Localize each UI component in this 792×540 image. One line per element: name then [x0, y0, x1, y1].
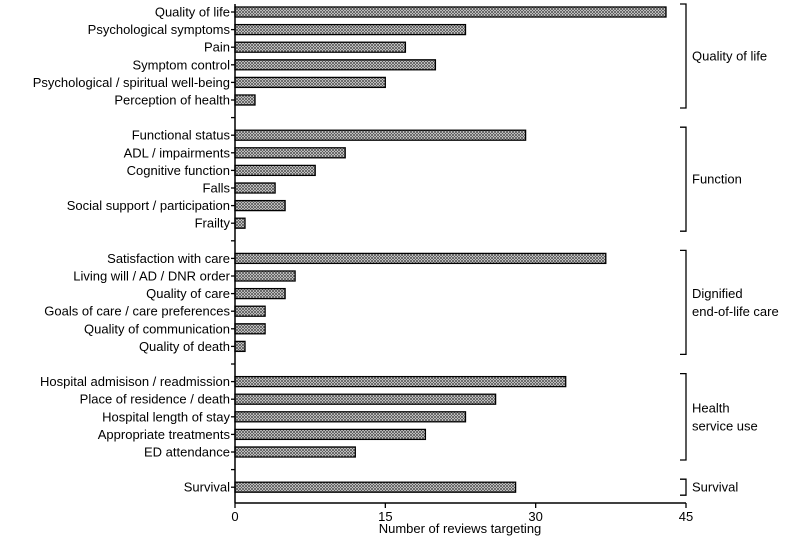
category-label: Appropriate treatments	[98, 427, 231, 442]
bar	[234, 23, 467, 36]
category-label: ED attendance	[144, 445, 230, 460]
bar	[234, 446, 356, 458]
category-label: Perception of health	[114, 93, 230, 108]
category-label: Frailty	[195, 216, 231, 231]
bar	[234, 411, 467, 423]
category-label: Functional status	[132, 128, 231, 143]
group-label: end-of-life care	[692, 304, 779, 319]
bar	[234, 323, 266, 335]
group-brackets: Quality of life Function Dignified end-of-l…	[680, 3, 779, 496]
group-label: Quality of life	[692, 49, 767, 64]
category-labels: Quality of life Psychological symptoms Pai…	[33, 5, 231, 495]
bar	[234, 129, 527, 141]
group-label: Survival	[692, 480, 738, 495]
category-label: Pain	[204, 40, 230, 55]
category-label: Hospital admisison / readmission	[40, 374, 230, 389]
bar	[234, 147, 346, 159]
category-label: Quality of life	[155, 5, 230, 20]
group-label: service use	[692, 418, 758, 433]
category-label: Place of residence / death	[80, 392, 230, 407]
bar	[234, 252, 607, 265]
bar	[234, 59, 437, 71]
category-label: Satisfaction with care	[107, 251, 230, 266]
bar	[234, 305, 266, 317]
bars-layer	[234, 6, 667, 493]
bar	[234, 6, 667, 18]
category-label: Symptom control	[132, 57, 230, 72]
x-tick-label: 15	[378, 509, 392, 524]
x-tick-label: 30	[528, 509, 542, 524]
x-axis-title: Number of reviews targeting	[379, 521, 542, 536]
bar	[234, 393, 497, 405]
category-label: Social support / participation	[67, 198, 230, 213]
group-label: Health	[692, 400, 730, 415]
category-label: Psychological / spiritual well-being	[33, 75, 230, 90]
category-label: Cognitive function	[127, 163, 230, 178]
category-label: Falls	[203, 181, 231, 196]
group-bracket	[680, 372, 687, 461]
category-label: Survival	[184, 480, 230, 495]
category-label: Hospital length of stay	[102, 409, 230, 424]
category-label: Living will / AD / DNR order	[73, 269, 230, 284]
category-label: Quality of care	[146, 286, 230, 301]
x-tick-label: 0	[231, 509, 238, 524]
bar	[234, 164, 316, 177]
bar	[234, 287, 286, 300]
category-label: Quality of death	[139, 339, 230, 354]
group-bracket	[680, 3, 687, 109]
bar	[234, 428, 427, 441]
group-label: Dignified	[692, 286, 743, 301]
bar	[234, 94, 256, 106]
x-tick-label: 45	[679, 509, 693, 524]
group-label: Function	[692, 172, 742, 187]
category-label: Goals of care / care preferences	[44, 304, 230, 319]
group-bracket	[680, 126, 687, 232]
group-bracket	[680, 249, 687, 356]
bar	[234, 481, 517, 493]
bar	[234, 41, 407, 53]
bar	[234, 76, 386, 89]
category-label: ADL / impairments	[124, 145, 231, 160]
axes: 0 15 30 45	[231, 4, 693, 524]
group-bracket	[680, 478, 687, 496]
bar	[234, 375, 567, 388]
bar	[234, 217, 246, 229]
bar	[234, 340, 246, 353]
bar	[234, 199, 286, 212]
bar	[234, 182, 276, 194]
category-label: Psychological symptoms	[88, 22, 231, 37]
bar	[234, 270, 296, 282]
category-label: Quality of communication	[84, 321, 230, 336]
